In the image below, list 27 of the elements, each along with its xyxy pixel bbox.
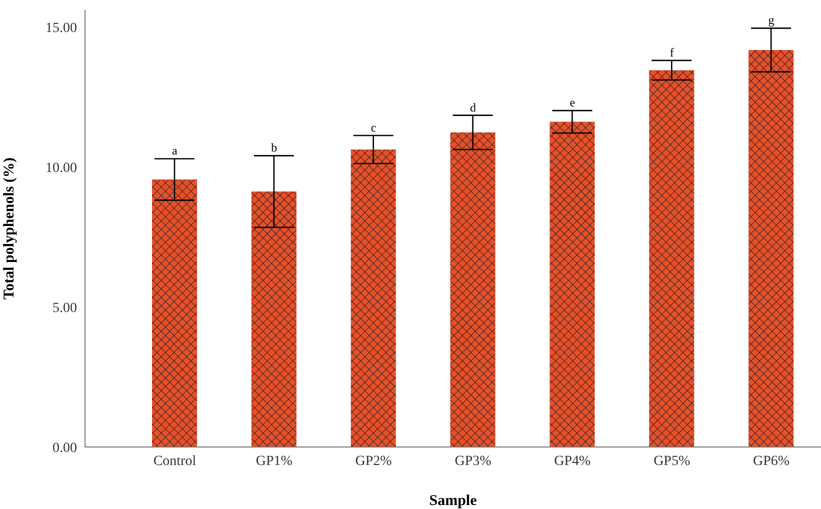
x-tick-label: Control <box>153 454 196 469</box>
bar <box>450 132 496 447</box>
x-tick-label: GP2% <box>355 454 392 469</box>
bar <box>649 70 694 447</box>
annotation: b <box>271 140 278 155</box>
x-tick-label: GP3% <box>454 454 492 469</box>
annotation: e <box>570 96 576 110</box>
bar <box>550 122 595 447</box>
x-axis-title: Sample <box>429 493 478 509</box>
annotation: c <box>370 120 376 134</box>
x-tick-label: GP6% <box>753 454 790 469</box>
y-tick-label: 5.00 <box>52 300 77 316</box>
annotation: a <box>172 144 178 158</box>
bar <box>251 192 296 447</box>
annotation: g <box>768 13 774 28</box>
y-tick-label: 0.00 <box>52 440 77 456</box>
bar <box>748 50 794 447</box>
y-tick-label: 10.00 <box>46 160 77 176</box>
x-tick-label: GP5% <box>654 454 690 469</box>
x-tick-label: GP4% <box>554 454 592 469</box>
bar <box>350 150 396 447</box>
y-tick-label: 15.00 <box>46 20 77 36</box>
y-axis-title: Total polyphenols (%) <box>1 158 18 300</box>
annotation: d <box>470 100 476 114</box>
x-tick-label: GP1% <box>256 454 293 469</box>
bar <box>152 179 197 447</box>
annotation: f <box>670 45 674 60</box>
